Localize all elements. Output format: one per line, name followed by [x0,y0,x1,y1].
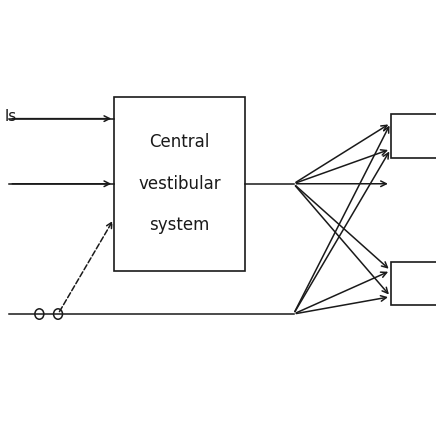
Bar [391,262,437,305]
Text: ls: ls [5,109,17,124]
Bar [114,97,245,271]
Text: Central

vestibular

system: Central vestibular system [138,133,221,234]
Bar [391,114,437,158]
